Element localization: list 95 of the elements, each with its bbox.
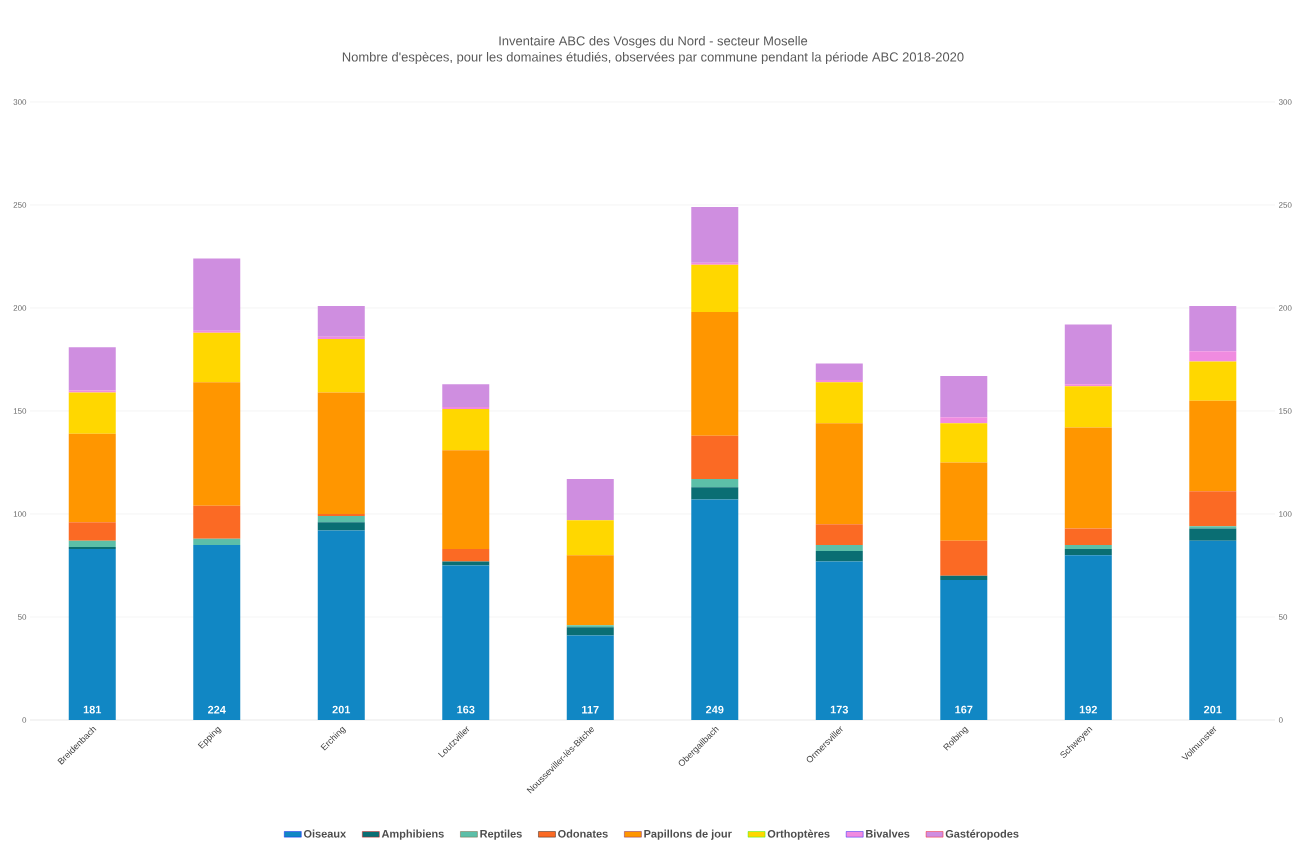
bar <box>940 575 988 580</box>
bar <box>815 551 863 562</box>
bar <box>815 363 863 381</box>
bar <box>1189 526 1237 529</box>
bar <box>68 390 116 393</box>
bar <box>442 565 490 720</box>
total-label: 192 <box>1079 705 1097 714</box>
bar <box>442 450 490 550</box>
bar <box>317 305 365 337</box>
bar <box>193 544 241 720</box>
bar <box>691 478 739 488</box>
bar <box>940 540 988 576</box>
bar <box>691 487 739 500</box>
total-label: 167 <box>955 705 973 714</box>
bar <box>317 516 365 523</box>
bar <box>1189 540 1237 720</box>
bar <box>442 561 490 566</box>
bar <box>1064 528 1112 545</box>
bar <box>68 433 116 523</box>
bar <box>317 392 365 514</box>
bar <box>193 382 241 506</box>
bar <box>815 561 863 720</box>
bar <box>940 579 988 720</box>
bar <box>68 549 116 720</box>
bar <box>815 380 863 383</box>
total-label: 173 <box>830 705 849 714</box>
bar <box>68 540 116 547</box>
bar <box>940 423 988 463</box>
total-label: 224 <box>207 705 226 714</box>
bar <box>193 505 241 539</box>
bar <box>691 207 739 263</box>
bar <box>1189 351 1237 362</box>
bar <box>566 555 614 626</box>
bar <box>1064 544 1112 550</box>
bar <box>1189 361 1237 401</box>
bar <box>1189 400 1237 492</box>
bar <box>566 625 614 628</box>
bar <box>317 338 365 393</box>
bar <box>940 417 988 424</box>
bar <box>68 392 116 434</box>
bar <box>68 347 116 391</box>
legend-label: Gastéropodes <box>945 829 1019 840</box>
chart-subtitle: Nombre d'espèces, pour les domaines étudiés, observées par commune pendant la période ABC 2018-2020 <box>342 51 964 65</box>
legend-label: Odonates <box>558 829 608 838</box>
bar <box>566 478 614 521</box>
bar <box>68 522 116 541</box>
bar <box>691 312 739 436</box>
bar <box>815 382 863 424</box>
bar <box>193 538 241 545</box>
bar <box>691 262 739 265</box>
bar <box>442 406 490 409</box>
legend-label: Papillons de jour <box>644 829 732 840</box>
total-label: 201 <box>1204 705 1222 714</box>
bar <box>317 522 365 531</box>
bar <box>1064 324 1112 385</box>
bar <box>691 499 739 720</box>
legend-label: Oiseaux <box>303 829 347 838</box>
total-label: 201 <box>332 705 351 714</box>
bar <box>566 635 614 720</box>
bar <box>1064 386 1112 428</box>
bar <box>442 384 490 407</box>
bar <box>566 520 614 556</box>
bar <box>940 375 988 418</box>
bar <box>442 549 490 562</box>
total-label: 181 <box>83 705 102 714</box>
legend-label: Orthoptères <box>767 829 830 840</box>
legend-label: Reptiles <box>480 829 522 840</box>
bar <box>1064 384 1112 387</box>
bar <box>1189 491 1237 527</box>
bar <box>1064 549 1112 556</box>
bar <box>691 435 739 479</box>
bar <box>442 408 490 451</box>
bar <box>1064 427 1112 529</box>
bar <box>317 514 365 517</box>
bar <box>193 330 241 333</box>
bar <box>317 336 365 339</box>
bar <box>815 544 863 552</box>
legend-label: Amphibiens <box>381 829 444 840</box>
bar <box>193 258 241 331</box>
total-label: 249 <box>706 705 724 714</box>
bar <box>815 524 863 545</box>
total-label: 163 <box>457 705 475 714</box>
bar <box>815 423 863 525</box>
bar <box>691 264 739 313</box>
bar <box>566 627 614 636</box>
legend-label: Bivalves <box>866 829 910 838</box>
chart-title: Inventaire ABC des Vosges du Nord - secteur Moselle <box>499 35 808 49</box>
bar <box>193 332 241 383</box>
bar <box>940 462 988 541</box>
bar <box>1064 555 1112 720</box>
bar <box>1189 528 1237 541</box>
bar <box>317 530 365 720</box>
bar <box>68 546 116 550</box>
bar <box>1189 305 1237 352</box>
total-label: 117 <box>582 705 599 714</box>
